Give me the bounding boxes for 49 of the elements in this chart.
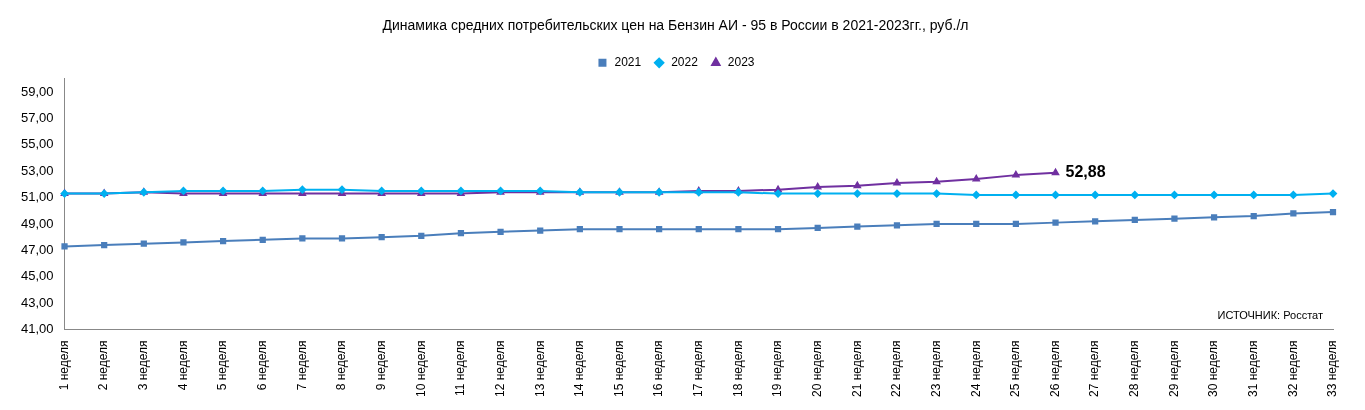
y-tick-label: 53,00	[20, 162, 54, 178]
x-tick-label: 2 неделя	[96, 340, 111, 391]
x-tick-label: 31 неделя	[1246, 340, 1261, 397]
y-tick-label: 55,00	[20, 136, 54, 152]
x-tick-label: 33 неделя	[1325, 340, 1340, 397]
x-tick-label: 30 неделя	[1206, 340, 1221, 397]
x-tick-label: 32 неделя	[1285, 340, 1300, 397]
x-tick-label: 3 неделя	[136, 340, 151, 391]
x-tick-label: 16 неделя	[651, 340, 666, 397]
x-tick-label: 26 неделя	[1047, 340, 1062, 397]
legend-label: 2021	[614, 55, 642, 70]
x-tick-label: 18 неделя	[730, 340, 745, 397]
chart-title: Динамика средних потребительских цен на Бензин АИ - 95 в России в 2021-2023гг., руб./л	[382, 17, 969, 34]
y-tick-label: 49,00	[20, 215, 54, 231]
x-tick-label: 5 неделя	[215, 340, 230, 391]
x-tick-label: 14 неделя	[572, 340, 587, 397]
x-tick-label: 4 неделя	[175, 340, 190, 391]
x-tick-label: 20 неделя	[810, 340, 824, 397]
x-tick-label: 19 неделя	[770, 340, 785, 397]
data-label: 52,88	[1065, 163, 1106, 181]
x-tick-label: 22 неделя	[889, 340, 904, 397]
x-tick-label: 8 неделя	[334, 340, 349, 391]
annotation: ИСТОЧНИК: Росстат	[1217, 309, 1323, 322]
y-tick-label: 51,00	[20, 189, 54, 205]
x-tick-label: 28 неделя	[1127, 340, 1142, 397]
y-tick-label: 41,00	[20, 321, 54, 337]
x-tick-label: 1 неделя	[56, 340, 71, 391]
x-tick-label: 17 неделя	[691, 340, 706, 397]
x-tick-label: 24 неделя	[968, 340, 983, 397]
x-tick-label: 15 неделя	[611, 340, 626, 397]
x-tick-label: 27 неделя	[1087, 340, 1102, 397]
x-tick-label: 21 неделя	[849, 340, 864, 397]
x-tick-label: 12 неделя	[492, 340, 507, 397]
y-tick-label: 43,00	[20, 294, 54, 310]
legend-label: 2022	[671, 55, 699, 70]
x-tick-label: 9 неделя	[373, 340, 388, 391]
y-tick-label: 45,00	[20, 268, 54, 284]
x-tick-label: 13 неделя	[532, 340, 547, 397]
x-tick-label: 23 неделя	[928, 340, 943, 397]
x-tick-label: 10 неделя	[413, 340, 428, 397]
y-tick-label: 47,00	[20, 241, 54, 257]
y-tick-label: 59,00	[20, 83, 54, 99]
x-tick-label: 25 неделя	[1008, 340, 1023, 397]
x-tick-label: 11 неделя	[453, 340, 468, 397]
x-tick-label: 7 неделя	[294, 340, 309, 391]
x-tick-label: 29 неделя	[1166, 340, 1181, 397]
legend-label: 2023	[727, 55, 755, 70]
x-tick-label: 6 неделя	[255, 340, 270, 391]
y-tick-label: 57,00	[20, 109, 54, 125]
